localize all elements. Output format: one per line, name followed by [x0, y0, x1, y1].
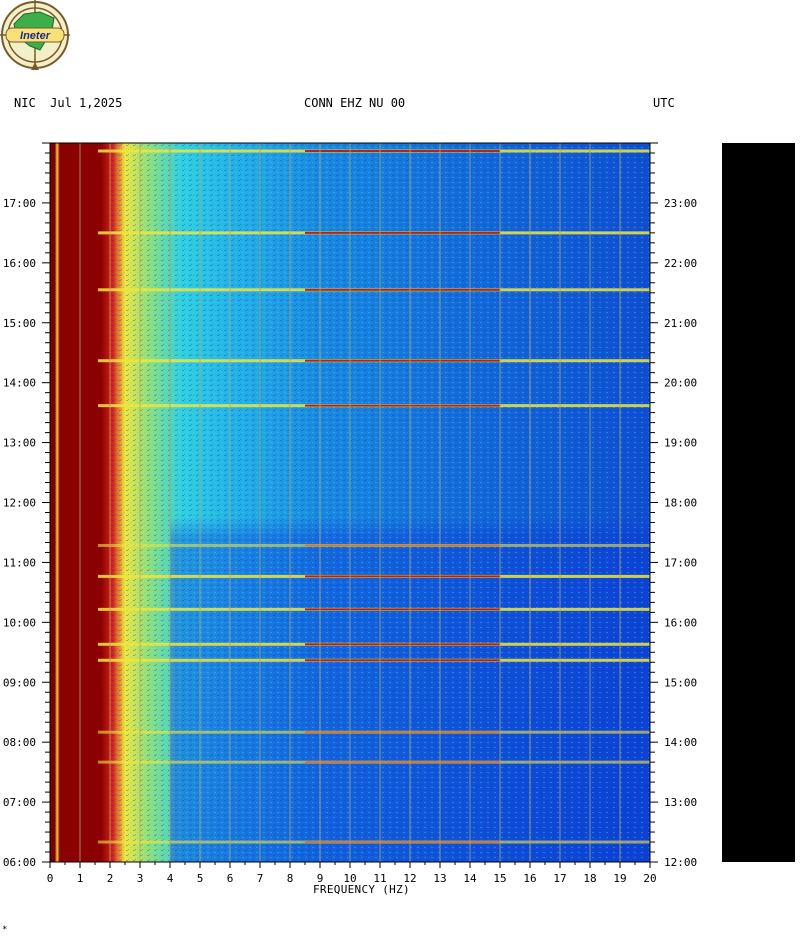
energy-line — [98, 574, 650, 578]
y-left-tick-label: 08:00 — [3, 736, 36, 749]
y-axis-right: 12:00 13:00 14:00 15:00 16:00 17:00 18:00 19:00… — [650, 142, 697, 869]
x-tick-label: 18 — [583, 872, 596, 885]
x-axis: 0 1 2 3 4 5 6 7 8 9 10 11 12 13 14 15 16 17 18 19 20 — [47, 862, 657, 885]
x-tick-label: 16 — [523, 872, 536, 885]
x-axis-label: FREQUENCY (HZ) — [313, 883, 410, 896]
energy-line — [98, 840, 650, 844]
y-left-tick-label: 07:00 — [3, 796, 36, 809]
x-tick-label: 15 — [493, 872, 506, 885]
y-right-tick-label: 18:00 — [664, 497, 697, 510]
y-left-tick-label: 09:00 — [3, 676, 36, 689]
y-left-tick-label: 06:00 — [3, 856, 36, 869]
x-tick-label: 6 — [227, 872, 234, 885]
energy-lines — [98, 149, 650, 844]
x-tick-label: 8 — [287, 872, 294, 885]
x-tick-label: 14 — [463, 872, 477, 885]
energy-line — [98, 658, 650, 662]
energy-line — [98, 288, 650, 292]
x-tick-label: 7 — [257, 872, 264, 885]
energy-line — [98, 730, 650, 734]
logo-text: Ineter — [20, 30, 51, 42]
x-tick-label: 2 — [107, 872, 114, 885]
x-tick-label: 19 — [613, 872, 626, 885]
energy-line — [98, 607, 650, 611]
y-left-tick-label: 13:00 — [3, 437, 36, 450]
x-tick-label: 1 — [77, 872, 84, 885]
y-axis-left: 06:00 07:00 08:00 09:00 10:00 11:00 12:00 13:00… — [3, 142, 50, 869]
y-left-tick-label: 12:00 — [3, 497, 36, 510]
x-tick-label: 20 — [643, 872, 656, 885]
footer-mark: * — [2, 925, 8, 935]
y-left-tick-label: 14:00 — [3, 377, 36, 390]
y-right-tick-label: 13:00 — [664, 796, 697, 809]
x-tick-label: 4 — [167, 872, 174, 885]
header-timezone: UTC — [653, 96, 675, 110]
y-right-tick-label: 22:00 — [664, 257, 697, 270]
x-tick-label: 12 — [403, 872, 416, 885]
y-right-tick-label: 15:00 — [664, 676, 697, 689]
energy-line — [98, 231, 650, 235]
y-right-tick-label: 16:00 — [664, 616, 697, 629]
header-station-channel: CONN EHZ NU 00 — [304, 96, 406, 110]
header-network-date: NIC Jul 1,2025 — [14, 96, 123, 110]
energy-line — [98, 149, 650, 153]
y-right-tick-label: 23:00 — [664, 197, 697, 210]
y-right-tick-label: 12:00 — [664, 856, 697, 869]
x-tick-label: 17 — [553, 872, 566, 885]
x-tick-label: 11 — [373, 872, 386, 885]
energy-line — [98, 760, 650, 764]
x-tick-label: 13 — [433, 872, 446, 885]
ineter-logo: Ineter — [0, 0, 70, 70]
energy-line — [98, 642, 650, 646]
x-tick-label: 9 — [317, 872, 324, 885]
energy-line — [98, 543, 650, 547]
y-right-tick-label: 17:00 — [664, 556, 697, 569]
y-left-tick-label: 17:00 — [3, 197, 36, 210]
y-right-tick-label: 20:00 — [664, 377, 697, 390]
x-tick-label: 3 — [137, 872, 144, 885]
y-left-tick-label: 15:00 — [3, 317, 36, 330]
x-tick-label: 0 — [47, 872, 54, 885]
frequency-grid — [79, 143, 621, 862]
energy-line — [98, 359, 650, 363]
energy-line — [98, 404, 650, 408]
y-left-tick-label: 11:00 — [3, 556, 36, 569]
x-tick-label: 10 — [343, 872, 356, 885]
plot-area — [49, 142, 651, 863]
x-tick-label: 5 — [197, 872, 204, 885]
amplitude-panel — [722, 143, 795, 862]
y-left-tick-label: 16:00 — [3, 257, 36, 270]
y-right-tick-label: 21:00 — [664, 317, 697, 330]
y-right-tick-label: 19:00 — [664, 437, 697, 450]
y-right-tick-label: 14:00 — [664, 736, 697, 749]
y-left-tick-label: 10:00 — [3, 616, 36, 629]
